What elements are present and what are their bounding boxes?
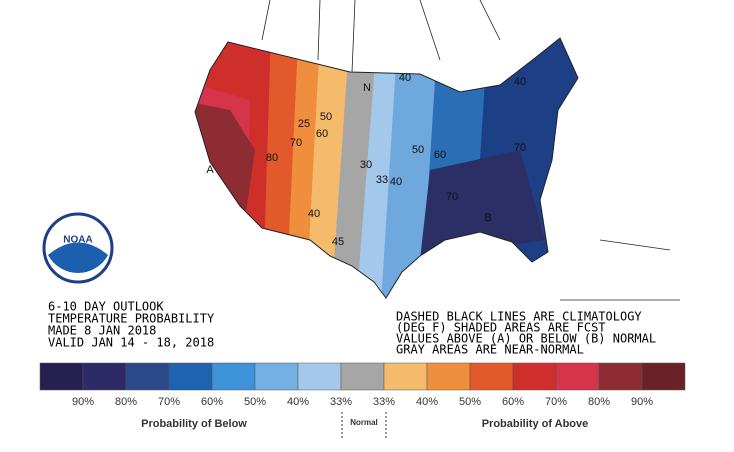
contour-label: 50 bbox=[412, 144, 424, 156]
header-line: 6-10 DAY OUTLOOK bbox=[48, 300, 164, 314]
contour-label: 30 bbox=[360, 159, 372, 171]
below-label: Probability of Below bbox=[141, 418, 247, 430]
header-line: MADE 8 JAN 2018 bbox=[48, 324, 156, 338]
contour-label: 70 bbox=[514, 142, 526, 154]
legend-swatch bbox=[254, 362, 299, 391]
contour-label: 40 bbox=[308, 208, 320, 220]
above-label: Probability of Above bbox=[482, 418, 589, 430]
legend-label: 40% bbox=[416, 396, 438, 408]
note-line: VALUES ABOVE (A) OR BELOW (B) NORMAL bbox=[396, 332, 656, 346]
legend-swatch bbox=[512, 362, 557, 391]
legend-swatch bbox=[340, 362, 385, 391]
legend-label: 40% bbox=[287, 396, 309, 408]
legend-label: 50% bbox=[459, 396, 481, 408]
contour-label: 60 bbox=[434, 149, 446, 161]
normal-label: Normal bbox=[350, 418, 378, 427]
legend-swatch bbox=[598, 362, 643, 391]
contour-label: 40 bbox=[390, 176, 402, 188]
legend-label: 70% bbox=[158, 396, 180, 408]
legend-label: 70% bbox=[545, 396, 567, 408]
legend-label: 60% bbox=[502, 396, 524, 408]
legend-swatch bbox=[39, 362, 84, 391]
legend-label: 90% bbox=[631, 396, 653, 408]
contour-label: A bbox=[206, 164, 214, 176]
contour-label: 33 bbox=[376, 174, 388, 186]
borders bbox=[261, 0, 680, 301]
logo-wave bbox=[48, 242, 108, 273]
legend-swatch bbox=[168, 362, 213, 391]
legend-label: 50% bbox=[244, 396, 266, 408]
contour-label: 25 bbox=[298, 118, 310, 130]
contour-label: 45 bbox=[332, 236, 344, 248]
header-line: VALID JAN 14 - 18, 2018 bbox=[48, 336, 214, 350]
contour-label: 40 bbox=[399, 72, 411, 84]
legend-swatch bbox=[383, 362, 428, 391]
legend-swatch bbox=[297, 362, 342, 391]
contour-label: 60 bbox=[316, 128, 328, 140]
legend-swatch bbox=[125, 362, 170, 391]
contour-label: N bbox=[363, 82, 371, 94]
logo-text: NOAA bbox=[63, 235, 92, 246]
header-line: TEMPERATURE PROBABILITY bbox=[48, 312, 215, 326]
us-outline bbox=[194, 37, 579, 299]
contour-label: 80 bbox=[266, 152, 278, 164]
contour-label: 50 bbox=[320, 111, 332, 123]
shaded-regions bbox=[195, 38, 578, 298]
contour-label: 40 bbox=[514, 76, 526, 88]
contour-label: B bbox=[484, 212, 491, 224]
legend-label: 90% bbox=[72, 396, 94, 408]
note-line: GRAY AREAS ARE NEAR-NORMAL bbox=[396, 343, 584, 357]
legend-swatch bbox=[426, 362, 471, 391]
legend-swatch bbox=[641, 362, 686, 391]
legend-label: 33% bbox=[330, 396, 352, 408]
legend-label: 80% bbox=[588, 396, 610, 408]
legend-swatch bbox=[469, 362, 514, 391]
legend-label: 80% bbox=[115, 396, 137, 408]
legend-label: 33% bbox=[373, 396, 395, 408]
legend-swatch bbox=[82, 362, 127, 391]
legend-swatch bbox=[555, 362, 600, 391]
note-line: (DEG F) SHADED AREAS ARE FCST bbox=[396, 321, 606, 335]
legend-swatch bbox=[211, 362, 256, 391]
contour-label: 70 bbox=[290, 137, 302, 149]
legend-label: 60% bbox=[201, 396, 223, 408]
note-line: DASHED BLACK LINES ARE CLIMATOLOGY bbox=[396, 310, 642, 324]
contour-label: 70 bbox=[446, 191, 458, 203]
